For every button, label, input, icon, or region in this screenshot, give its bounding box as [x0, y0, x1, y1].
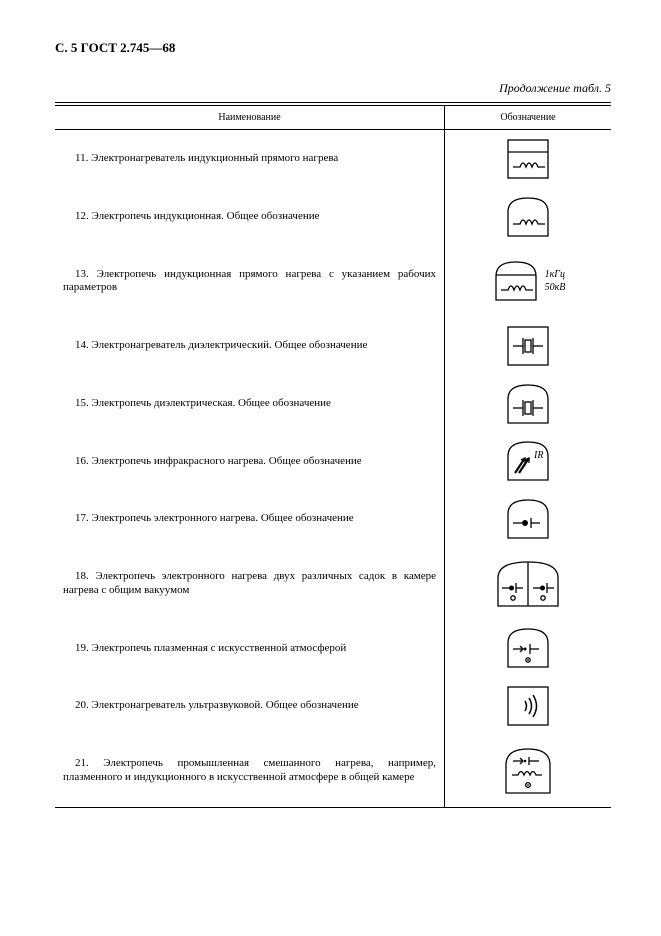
row-name: 13. Электропечь индукционная прямого наг…: [55, 246, 445, 318]
row-name: 21. Электропечь промышленная смешанного …: [55, 735, 445, 807]
furnace-electron-dual-icon: [493, 558, 563, 610]
row-text: Электропечь промышленная смешанного нагр…: [63, 757, 436, 783]
heater-ultrasonic-icon: [505, 684, 551, 728]
row-name: 15. Электропечь диэлектрическая. Общее о…: [55, 375, 445, 433]
row-text: Электропечь диэлектрическая. Общее обозн…: [92, 397, 331, 411]
furnace-induction-icon: [503, 194, 553, 240]
param-2: 50кВ: [545, 281, 566, 294]
row-symbol: [445, 188, 611, 246]
row-text: Электропечь индукционная прямого нагрева…: [63, 268, 436, 294]
row-name: 20. Электронагреватель ультразвуковой. О…: [55, 677, 445, 735]
col-header-name: Наименование: [55, 105, 445, 130]
furnace-plasma-icon: [503, 625, 553, 671]
furnace-induction-direct-params-icon: [491, 258, 541, 304]
row-text: Электронагреватель диэлектрический. Обще…: [92, 339, 368, 353]
row-text: Электропечь инфракрасного нагрева. Общее…: [92, 455, 362, 469]
row-symbol: [445, 735, 611, 807]
row-num: 14.: [75, 339, 89, 353]
param-labels: 1кГц 50кВ: [545, 268, 566, 294]
row-name: 19. Электропечь плазменная с искусственн…: [55, 620, 445, 678]
row-symbol: [445, 490, 611, 548]
row-num: 13.: [75, 268, 89, 280]
page-header: С. 5 ГОСТ 2.745—68: [55, 40, 611, 56]
row-num: 20.: [75, 699, 89, 713]
table-caption: Продолжение табл. 5: [55, 81, 611, 96]
col-header-symbol: Обозначение: [445, 105, 611, 130]
row-num: 12.: [75, 210, 89, 224]
row-symbol: [445, 375, 611, 433]
row-num: 15.: [75, 397, 89, 411]
row-name: 16. Электропечь инфракрасного нагрева. О…: [55, 433, 445, 491]
heater-induction-direct-icon: [505, 137, 551, 181]
furnace-dielectric-icon: [503, 381, 553, 427]
row-text: Электропечь плазменная с искусственной а…: [92, 642, 347, 656]
row-num: 17.: [75, 512, 89, 526]
row-symbol: [445, 317, 611, 375]
heater-dielectric-icon: [505, 324, 551, 368]
symbols-table: Наименование Обозначение 11. Электронагр…: [55, 105, 611, 808]
top-rule: [55, 102, 611, 103]
furnace-infrared-icon: IR: [503, 438, 553, 484]
row-symbol: [445, 677, 611, 735]
row-text: Электронагреватель индукционный прямого …: [91, 152, 338, 166]
row-num: 21.: [75, 757, 89, 769]
row-num: 18.: [75, 570, 89, 582]
row-symbol: [445, 130, 611, 188]
row-symbol: IR: [445, 433, 611, 491]
row-text: Электропечь электронного нагрева. Общее …: [92, 512, 354, 526]
row-name: 17. Электропечь электронного нагрева. Об…: [55, 490, 445, 548]
param-1: 1кГц: [545, 268, 566, 281]
ir-label: IR: [533, 450, 543, 461]
row-symbol: [445, 620, 611, 678]
row-name: 14. Электронагреватель диэлектрический. …: [55, 317, 445, 375]
row-name: 11. Электронагреватель индукционный прям…: [55, 130, 445, 188]
row-text: Электропечь электронного нагрева двух ра…: [63, 570, 436, 596]
row-num: 19.: [75, 642, 89, 656]
row-text: Электропечь индукционная. Общее обозначе…: [92, 210, 320, 224]
row-text: Электронагреватель ультразвуковой. Общее…: [92, 699, 359, 713]
row-name: 12. Электропечь индукционная. Общее обоз…: [55, 188, 445, 246]
furnace-mixed-icon: [501, 745, 555, 797]
row-num: 11.: [75, 152, 88, 166]
row-num: 16.: [75, 455, 89, 469]
row-name: 18. Электропечь электронного нагрева дву…: [55, 548, 445, 620]
row-symbol: 1кГц 50кВ: [445, 246, 611, 318]
row-symbol: [445, 548, 611, 620]
furnace-electron-icon: [503, 496, 553, 542]
